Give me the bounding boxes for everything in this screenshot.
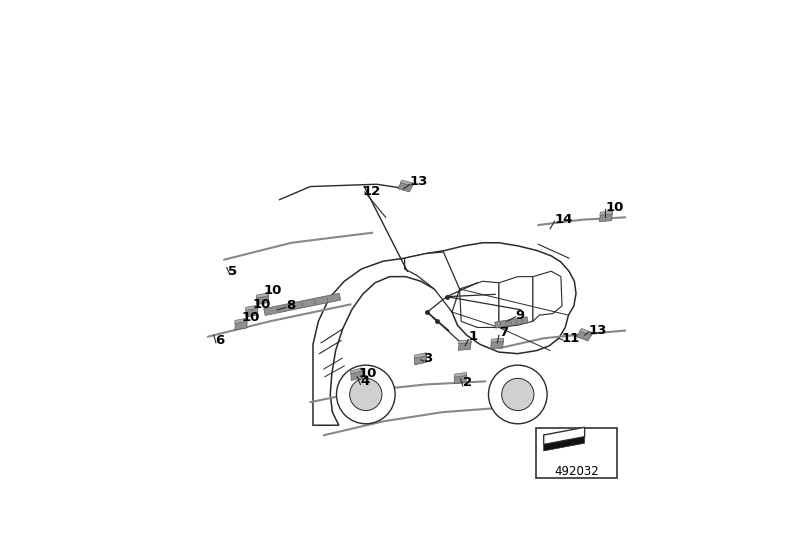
- Text: 14: 14: [554, 213, 573, 226]
- Polygon shape: [454, 374, 466, 384]
- Polygon shape: [264, 293, 341, 315]
- Polygon shape: [577, 330, 592, 341]
- Polygon shape: [257, 295, 269, 305]
- Text: 4: 4: [361, 375, 370, 388]
- Circle shape: [337, 365, 395, 424]
- Polygon shape: [544, 427, 585, 445]
- Text: 492032: 492032: [554, 465, 599, 478]
- Polygon shape: [246, 305, 258, 310]
- Polygon shape: [533, 271, 562, 321]
- Polygon shape: [494, 317, 528, 328]
- Text: 13: 13: [410, 175, 428, 188]
- Circle shape: [489, 365, 547, 424]
- Polygon shape: [544, 437, 585, 451]
- Polygon shape: [351, 370, 363, 380]
- Text: 10: 10: [358, 367, 377, 380]
- Polygon shape: [600, 211, 612, 215]
- Polygon shape: [414, 353, 426, 358]
- Text: 9: 9: [515, 309, 524, 321]
- Text: 7: 7: [499, 326, 508, 339]
- Polygon shape: [599, 213, 613, 222]
- Polygon shape: [256, 293, 269, 298]
- Polygon shape: [454, 372, 466, 377]
- Circle shape: [502, 379, 534, 410]
- Polygon shape: [313, 243, 576, 425]
- Polygon shape: [246, 307, 258, 317]
- Text: 11: 11: [562, 332, 580, 345]
- Text: 6: 6: [215, 334, 224, 347]
- Polygon shape: [398, 181, 413, 192]
- Text: 5: 5: [228, 265, 237, 278]
- Polygon shape: [400, 180, 414, 186]
- Polygon shape: [235, 320, 247, 330]
- Polygon shape: [491, 338, 503, 342]
- Circle shape: [350, 379, 382, 410]
- Polygon shape: [350, 368, 362, 374]
- Text: 1: 1: [468, 330, 478, 343]
- Polygon shape: [405, 252, 459, 312]
- Text: 10: 10: [605, 201, 623, 214]
- Text: 10: 10: [263, 284, 282, 297]
- Text: 8: 8: [286, 300, 295, 312]
- Polygon shape: [490, 340, 504, 349]
- Text: 13: 13: [589, 324, 607, 337]
- Text: 12: 12: [362, 185, 381, 198]
- Bar: [536, 428, 617, 478]
- Polygon shape: [234, 318, 247, 324]
- Polygon shape: [414, 354, 426, 365]
- Polygon shape: [579, 328, 593, 335]
- Polygon shape: [499, 277, 533, 328]
- Text: 2: 2: [463, 376, 472, 389]
- Text: 10: 10: [242, 311, 260, 324]
- Text: 10: 10: [253, 298, 271, 311]
- Text: 3: 3: [423, 352, 433, 365]
- Polygon shape: [458, 342, 471, 351]
- Polygon shape: [459, 281, 499, 328]
- Polygon shape: [458, 340, 471, 344]
